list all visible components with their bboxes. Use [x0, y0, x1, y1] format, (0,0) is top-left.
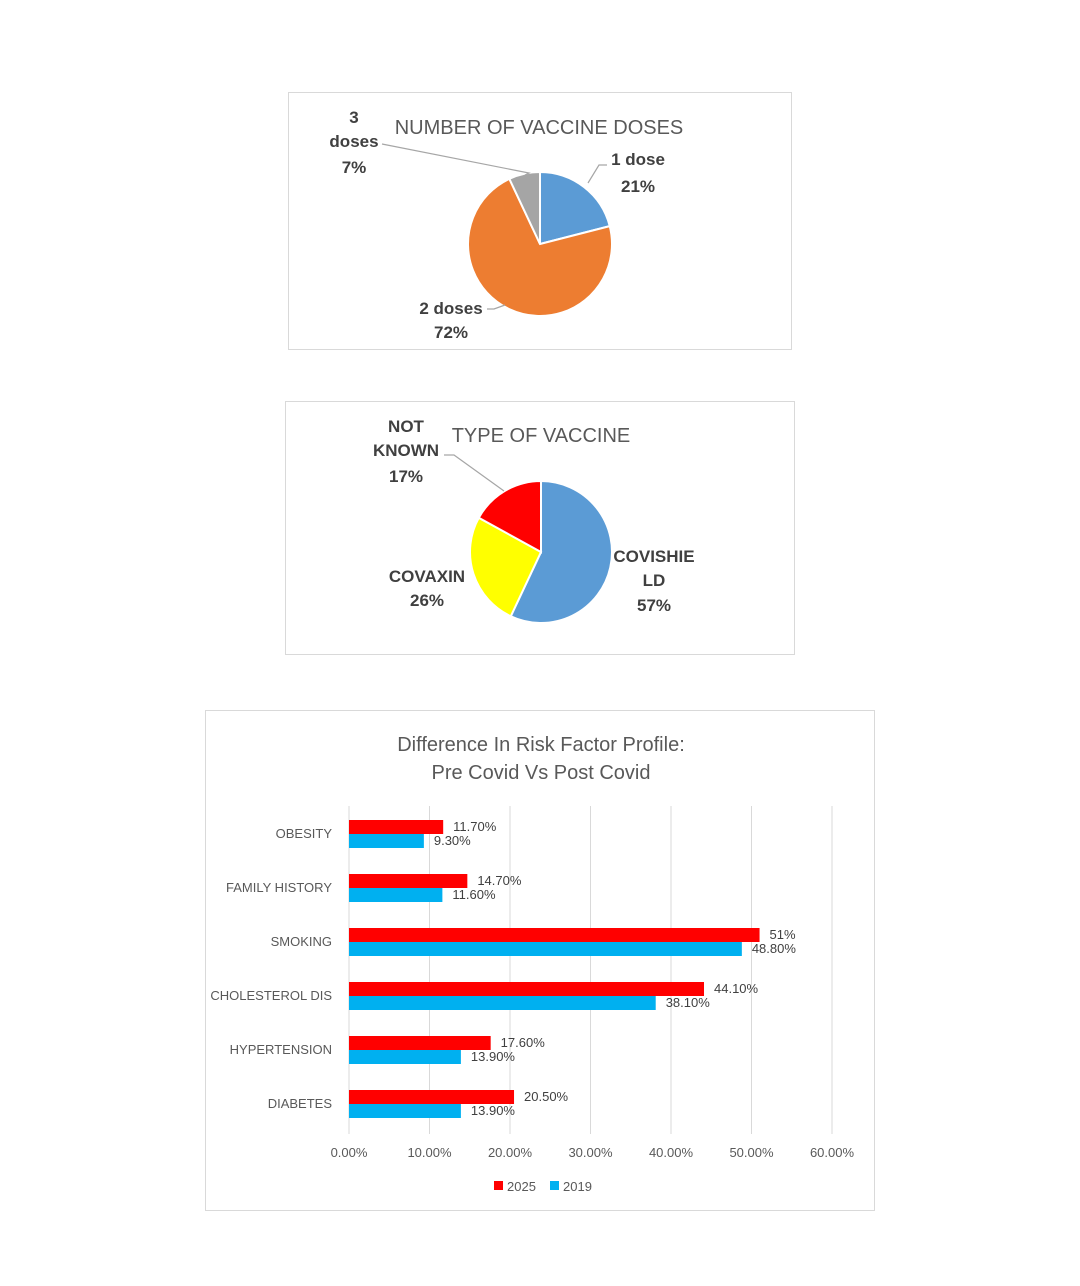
bar-family-history-2025: [349, 874, 468, 888]
data-label-hypertension-2025: 17.60%: [501, 1035, 546, 1050]
x-tick-label: 20.00%: [488, 1145, 533, 1160]
pct-covaxin: 26%: [410, 591, 444, 610]
leader-line-2-doses: [487, 304, 506, 310]
doses-chart-title: NUMBER OF VACCINE DOSES: [395, 117, 684, 139]
vaccine-type-pie-chart: TYPE OF VACCINE NOT KNOWN 17% COVAXIN 26%…: [373, 417, 695, 624]
data-label-diabetes-2019: 13.90%: [471, 1103, 516, 1118]
x-tick-label: 50.00%: [729, 1145, 774, 1160]
x-tick-label: 30.00%: [568, 1145, 613, 1160]
data-label-family-history-2019: 11.60%: [452, 887, 496, 902]
x-tick-label: 40.00%: [649, 1145, 694, 1160]
category-label-family-history: FAMILY HISTORY: [226, 880, 332, 895]
label-3-doses: 3 doses: [329, 108, 378, 151]
data-label-hypertension-2019: 13.90%: [471, 1049, 516, 1064]
pie-slice-not-known: [477, 479, 542, 554]
label-2-doses: 2 doses: [419, 299, 482, 318]
data-label-smoking-2019: 48.80%: [752, 941, 797, 956]
doses-chart-panel: NUMBER OF VACCINE DOSES 3 doses 7% 1 dose…: [288, 92, 792, 350]
bar-hypertension-2019: [349, 1050, 461, 1064]
bar-diabetes-2019: [349, 1104, 461, 1118]
data-label-smoking-2025: 51%: [770, 927, 796, 942]
data-label-obesity-2019: 9.30%: [434, 833, 471, 848]
bar-hypertension-2025: [349, 1036, 491, 1050]
legend-label-2025: 2025: [507, 1179, 536, 1194]
bar-diabetes-2025: [349, 1090, 515, 1104]
data-label-obesity-2025: 11.70%: [453, 819, 497, 834]
pct-3-doses: 7%: [342, 158, 367, 177]
category-label-diabetes: DIABETES: [268, 1096, 333, 1111]
bar-smoking-2025: [349, 928, 760, 942]
vaccine-type-chart-panel: TYPE OF VACCINE NOT KNOWN 17% COVAXIN 26%…: [285, 401, 795, 655]
pie-slice-1-dose: [539, 170, 611, 246]
leader-line-1-dose: [587, 164, 607, 184]
bar-smoking-2019: [349, 942, 742, 956]
legend-label-2019: 2019: [563, 1179, 592, 1194]
bar-cholesterol-dis-2019: [349, 996, 656, 1010]
risk-chart-title-line2: Pre Covid Vs Post Covid: [432, 762, 651, 784]
data-label-diabetes-2025: 20.50%: [524, 1089, 569, 1104]
label-1-dose: 1 dose: [611, 150, 665, 169]
legend-swatch-2025: [494, 1181, 503, 1190]
category-label-obesity: OBESITY: [276, 826, 333, 841]
pct-2-doses: 72%: [434, 323, 468, 342]
pie-slice-2-doses: [467, 177, 613, 317]
label-covaxin: COVAXIN: [389, 567, 465, 586]
x-tick-label: 10.00%: [407, 1145, 452, 1160]
category-label-hypertension: HYPERTENSION: [230, 1042, 332, 1057]
x-tick-label: 0.00%: [331, 1145, 368, 1160]
pct-1-dose: 21%: [621, 177, 655, 196]
data-label-cholesterol-dis-2019: 38.10%: [666, 995, 711, 1010]
risk-factor-chart-panel: Difference In Risk Factor Profile: Pre C…: [205, 710, 875, 1211]
label-not-known: NOT KNOWN: [373, 417, 439, 460]
leader-line-3-doses: [381, 143, 531, 176]
category-label-cholesterol-dis: CHOLESTEROL DIS: [210, 988, 332, 1003]
doses-pie-chart: NUMBER OF VACCINE DOSES 3 doses 7% 1 dose…: [329, 108, 684, 342]
bar-obesity-2019: [349, 834, 424, 848]
bar-cholesterol-dis-2025: [349, 982, 705, 996]
pie-slice-covishield: [509, 479, 613, 624]
pct-not-known: 17%: [389, 467, 423, 486]
category-label-smoking: SMOKING: [271, 934, 332, 949]
data-label-family-history-2025: 14.70%: [477, 873, 522, 888]
data-label-cholesterol-dis-2025: 44.10%: [714, 981, 759, 996]
label-covishield: COVISHIE LD: [613, 547, 694, 590]
leader-line-not-known: [444, 454, 505, 492]
x-tick-label: 60.00%: [810, 1145, 855, 1160]
risk-chart-title-line1: Difference In Risk Factor Profile:: [397, 734, 685, 756]
bar-obesity-2025: [349, 820, 444, 834]
bar-family-history-2019: [349, 888, 443, 902]
pie-slice-3-doses: [508, 170, 541, 245]
pct-covishield: 57%: [637, 596, 671, 615]
risk-factor-bar-chart: Difference In Risk Factor Profile: Pre C…: [210, 734, 855, 1194]
legend-swatch-2019: [550, 1181, 559, 1190]
vaccine-type-chart-title: TYPE OF VACCINE: [452, 425, 631, 447]
